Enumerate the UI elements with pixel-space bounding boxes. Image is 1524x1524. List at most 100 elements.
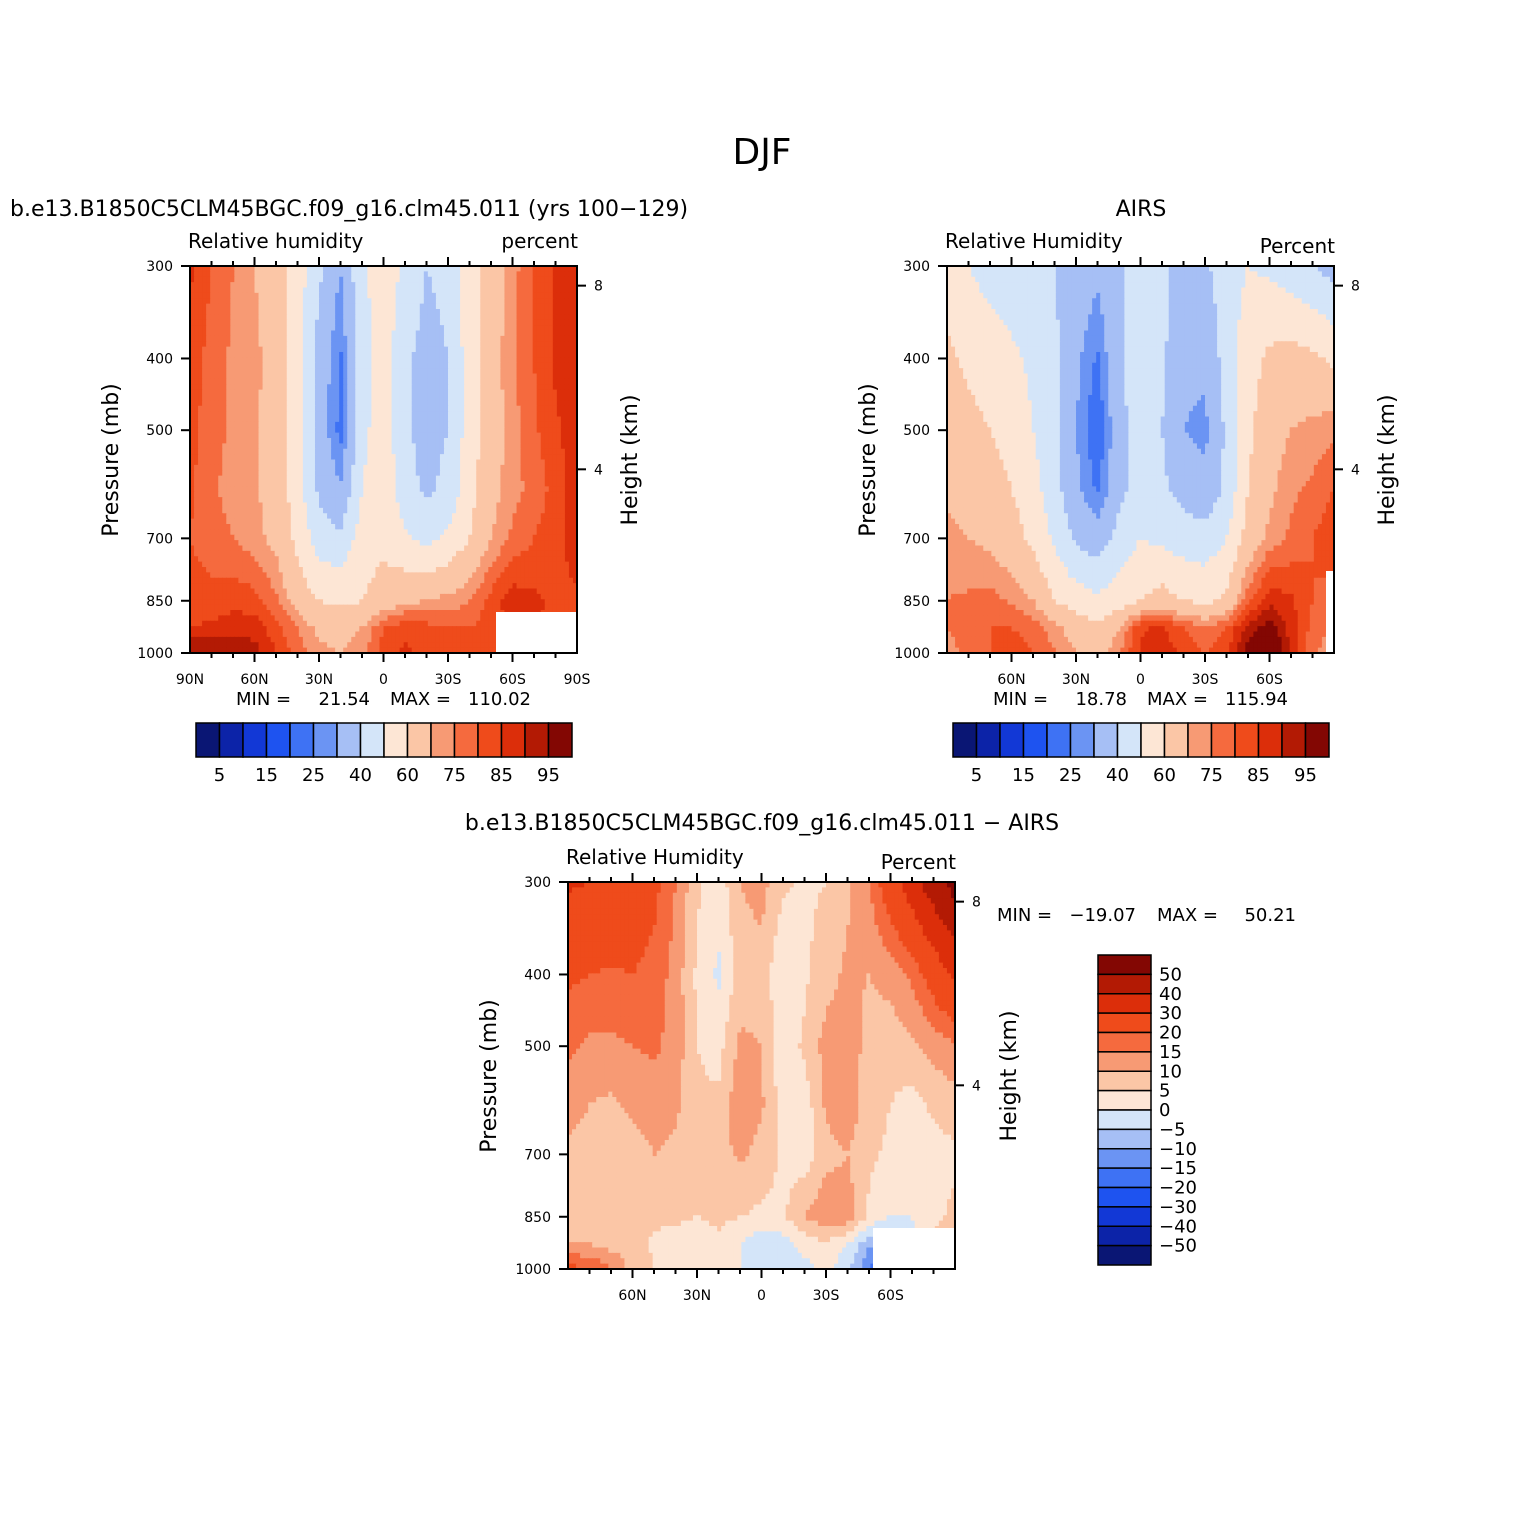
- heatmap-cell: [266, 362, 272, 369]
- heatmap-cell: [302, 421, 308, 428]
- heatmap-cell: [298, 470, 304, 477]
- heatmap-cell: [238, 384, 244, 391]
- heatmap-cell: [431, 405, 437, 412]
- heatmap-cell: [548, 330, 554, 337]
- heatmap-cell: [399, 491, 405, 498]
- heatmap-cell: [226, 405, 231, 412]
- heatmap-cell: [194, 287, 199, 294]
- heatmap-cell: [190, 411, 195, 418]
- heatmap-cell: [572, 524, 577, 530]
- heatmap-cell: [516, 271, 522, 278]
- heatmap-cell: [403, 432, 409, 439]
- heatmap-cell: [379, 432, 385, 439]
- heatmap-cell: [262, 346, 268, 353]
- heatmap-cell: [238, 330, 244, 337]
- heatmap-cell: [335, 518, 340, 525]
- heatmap-cell: [286, 276, 292, 283]
- heatmap-cell: [323, 368, 328, 375]
- heatmap-cell: [544, 438, 550, 444]
- heatmap-cell: [206, 518, 211, 525]
- heatmap-cell: [387, 491, 393, 498]
- heatmap-cell: [448, 432, 453, 439]
- heatmap-cell: [290, 266, 296, 272]
- heatmap-cell: [552, 454, 558, 461]
- heatmap-cell: [391, 427, 397, 434]
- heatmap-cell: [234, 335, 239, 342]
- heatmap-cell: [343, 524, 348, 530]
- heatmap-cell: [395, 524, 401, 530]
- heatmap-cell: [488, 454, 493, 461]
- heatmap-cell: [399, 282, 405, 289]
- heatmap-cell: [367, 292, 373, 299]
- heatmap-cell: [327, 513, 332, 520]
- heatmap-cell: [448, 518, 453, 525]
- heatmap-cell: [560, 443, 566, 450]
- heatmap-cell: [190, 486, 195, 493]
- heatmap-cell: [310, 443, 316, 450]
- heatmap-cell: [399, 292, 405, 299]
- heatmap-cell: [367, 378, 373, 385]
- heatmap-cell: [319, 540, 324, 547]
- heatmap-cell: [544, 529, 550, 536]
- heatmap-cell: [536, 411, 542, 418]
- heatmap-cell: [536, 384, 542, 391]
- heatmap-cell: [391, 497, 397, 504]
- heatmap-cell: [383, 287, 389, 294]
- heatmap-cell: [222, 421, 227, 428]
- heatmap-cell: [407, 303, 413, 310]
- heatmap-cell: [190, 378, 195, 385]
- heatmap-cell: [214, 475, 219, 482]
- heatmap-cell: [532, 368, 538, 375]
- heatmap-cell: [415, 271, 421, 278]
- heatmap-cell: [423, 475, 429, 482]
- heatmap-cell: [435, 421, 441, 428]
- heatmap-cell: [435, 389, 441, 396]
- heatmap-cell: [359, 389, 364, 396]
- heatmap-cell: [532, 266, 538, 272]
- heatmap-cell: [556, 421, 562, 428]
- heatmap-cell: [339, 325, 344, 332]
- heatmap-cell: [327, 507, 332, 514]
- heatmap-cell: [540, 400, 546, 407]
- heatmap-cell: [452, 303, 457, 310]
- heatmap-cell: [476, 427, 481, 434]
- heatmap-cell: [399, 357, 405, 364]
- heatmap-cell: [504, 384, 510, 391]
- heatmap-cell: [270, 389, 276, 396]
- heatmap-cell: [516, 378, 522, 385]
- heatmap-cell: [556, 540, 562, 547]
- heatmap-cell: [464, 276, 469, 283]
- heatmap-cell: [319, 266, 324, 272]
- heatmap-cell: [282, 373, 288, 380]
- heatmap-cell: [456, 427, 461, 434]
- heatmap-cell: [419, 481, 425, 487]
- heatmap-cell: [270, 513, 276, 520]
- heatmap-cell: [504, 491, 510, 498]
- heatmap-cell: [564, 534, 570, 541]
- heatmap-cell: [294, 373, 300, 380]
- heatmap-cell: [427, 464, 433, 471]
- heatmap-cell: [202, 513, 207, 520]
- heatmap-cell: [423, 491, 429, 498]
- heatmap-cell: [439, 502, 445, 509]
- heatmap-cell: [391, 432, 397, 439]
- heatmap-cell: [548, 443, 554, 450]
- heatmap-cell: [214, 325, 219, 332]
- heatmap-cell: [496, 319, 502, 326]
- heatmap-cell: [552, 287, 558, 294]
- heatmap-cell: [331, 405, 336, 412]
- heatmap-cell: [202, 427, 207, 434]
- heatmap-cell: [266, 330, 272, 337]
- heatmap-cell: [274, 282, 280, 289]
- heatmap-cell: [472, 448, 477, 455]
- heatmap-cell: [383, 405, 389, 412]
- heatmap-cell: [415, 464, 421, 471]
- heatmap-cell: [339, 454, 344, 461]
- heatmap-cell: [407, 309, 413, 315]
- heatmap-cell: [492, 341, 497, 348]
- heatmap-cell: [407, 319, 413, 326]
- heatmap-cell: [508, 384, 514, 391]
- heatmap-cell: [314, 341, 320, 348]
- heatmap-cell: [464, 443, 469, 450]
- heatmap-cell: [379, 416, 385, 423]
